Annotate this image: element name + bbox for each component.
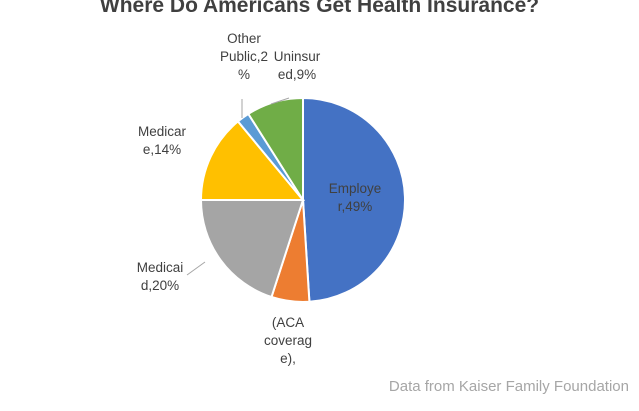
slice-label-medicaid: Medicai d,20% <box>137 260 184 293</box>
chart-title: Where Do Americans Get Health Insurance? <box>99 0 540 17</box>
pie-slice-employer <box>302 96 406 303</box>
slice-label-uninsured: Uninsur ed,9% <box>274 49 321 82</box>
source-note: Data from Kaiser Family Foundation <box>388 378 629 395</box>
pie-slice-uninsured <box>246 96 304 204</box>
slice-label-other-public: Other Public,2% <box>220 31 268 82</box>
pie-slice-medicaid <box>199 199 305 299</box>
pie-slices <box>199 96 406 303</box>
pie-slice-medicare <box>199 119 306 201</box>
slice-label-employer: Employe r,49% <box>329 181 382 214</box>
slice-label-aca-coverage: (ACA coverag e), <box>264 315 312 366</box>
slice-labels: Employe r,49% (ACA coverag e), Medicai d,20% Me… <box>137 31 382 366</box>
leader-line-uninsured <box>270 97 290 105</box>
slice-label-medicare: Medicar e,14% <box>138 124 187 157</box>
leader-line-medicaid <box>186 261 206 276</box>
leader-lines <box>186 97 290 276</box>
